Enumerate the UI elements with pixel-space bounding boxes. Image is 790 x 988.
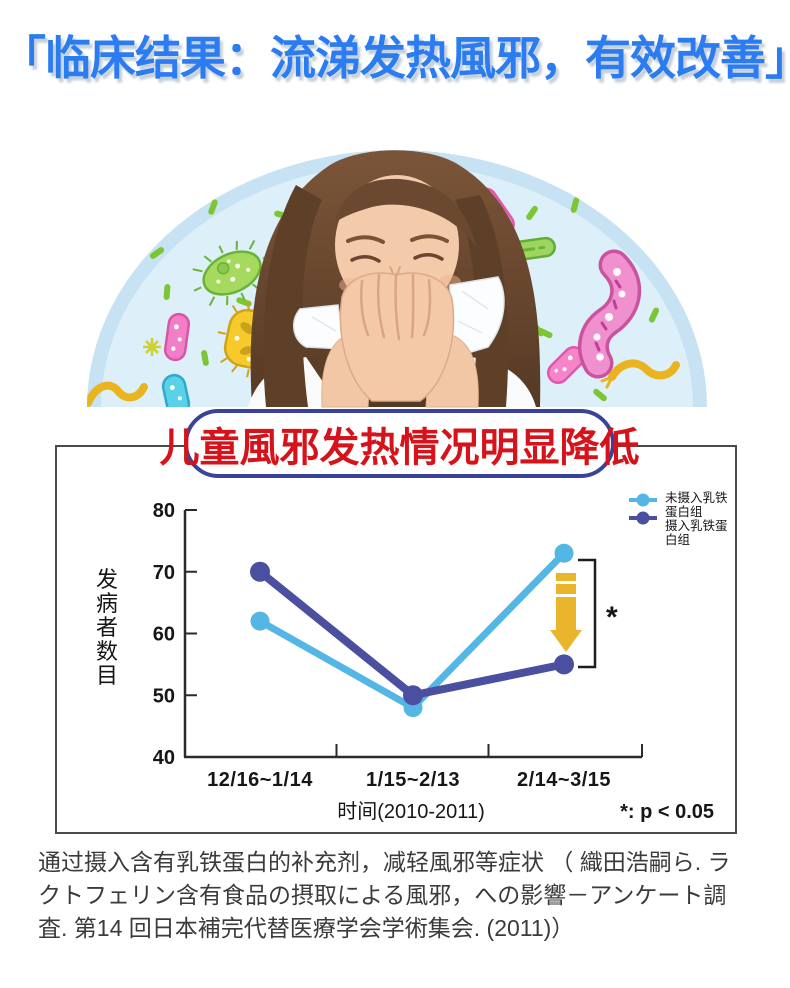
y-tick: 50: [153, 685, 175, 707]
x-category: 1/15~2/13: [366, 769, 460, 791]
page-title: 「临床结果：流涕发热風邪，有效改善」: [0, 32, 790, 84]
svg-text:未摄入乳铁: 未摄入乳铁: [665, 490, 728, 505]
svg-text:摄入乳铁蛋: 摄入乳铁蛋: [665, 518, 728, 533]
girl-finger-lines: [360, 272, 432, 341]
series-lactoferrin: [250, 561, 574, 706]
data-point: [250, 561, 270, 582]
data-point: [250, 611, 270, 631]
germ-cyan-capsule-icon: [161, 373, 191, 407]
x-axis-title: 时间(2010-2011): [337, 800, 484, 823]
legend-item-lactoferrin: 摄入乳铁蛋 白组: [629, 511, 728, 547]
chart-title: 儿童風邪发热情况明显降低: [159, 425, 640, 470]
citation-line: 査. 第14 回日本補完代替医療学会学術集会. (2011)）: [38, 915, 575, 941]
svg-text:白组: 白组: [665, 532, 690, 547]
axis-ticks: [185, 509, 643, 757]
svg-text:者: 者: [96, 615, 118, 640]
legend: 未摄入乳铁 蛋白组 摄入乳铁蛋 白组: [629, 490, 728, 547]
girl-hair-lock-left: [263, 185, 322, 407]
tissue-right: [447, 276, 505, 361]
y-tick-labels: 80 70 60 50 40: [153, 500, 175, 769]
y-tick: 40: [153, 747, 175, 769]
citation-line: クトフェリン含有食品の摂取による風邪，への影響－アンケート調: [38, 882, 727, 908]
svg-text:数: 数: [96, 639, 118, 664]
germ-starburst-icon: [143, 338, 161, 356]
data-point: [554, 543, 574, 563]
x-category: 12/16~1/14: [207, 769, 313, 791]
legend-item-no-lactoferrin: 未摄入乳铁 蛋白组: [629, 490, 728, 519]
girl-hands: [339, 272, 455, 402]
germ-yellow-worm-icons: [87, 359, 680, 407]
girl-bangs: [335, 178, 476, 247]
svg-text:蛋白组: 蛋白组: [665, 504, 703, 519]
citation-text: 通过摄入含有乳铁蛋白的补充剂，减轻風邪等症状 （ 織田浩嗣ら. ラ クトフェリン…: [38, 846, 778, 945]
significance-bracket: [578, 558, 597, 669]
girl-illustration: [248, 150, 541, 408]
y-tick: 60: [153, 624, 175, 646]
x-category: 2/14~3/15: [517, 769, 611, 791]
p-value-note: *: p < 0.05: [620, 801, 714, 823]
svg-text:病: 病: [96, 591, 118, 616]
svg-text:目: 目: [96, 663, 118, 688]
chart-panel: 80 70 60 50 40 发 病 者 数 目 12/16~1/14 1/15…: [55, 445, 737, 834]
decrease-arrow-icon: [550, 573, 582, 652]
data-point: [554, 654, 574, 675]
germ-pink-caterpillar-icon: [577, 249, 642, 379]
citation-line: 通过摄入含有乳铁蛋白的补充剂，减轻風邪等症状 （ 織田浩嗣ら. ラ: [38, 849, 731, 875]
y-tick: 80: [153, 500, 175, 522]
girl-eyebrows: [346, 234, 449, 244]
line-chart: 80 70 60 50 40 发 病 者 数 目 12/16~1/14 1/15…: [96, 490, 728, 823]
tissue-creases: [311, 290, 489, 334]
hero-illustration: [87, 150, 707, 408]
svg-text:发: 发: [96, 567, 118, 592]
y-axis-title: 发 病 者 数 目: [96, 567, 118, 688]
tissue-left: [293, 304, 345, 350]
significance-star: *: [606, 601, 618, 634]
x-category-labels: 12/16~1/14 1/15~2/13 2/14~3/15: [207, 769, 611, 791]
germ-green-bean-icon: [192, 240, 272, 306]
chart-title-pill: 儿童風邪发热情况明显降低: [160, 409, 640, 478]
data-point: [403, 685, 423, 706]
girl-closed-eyes: [350, 253, 444, 263]
y-tick: 70: [153, 562, 175, 584]
